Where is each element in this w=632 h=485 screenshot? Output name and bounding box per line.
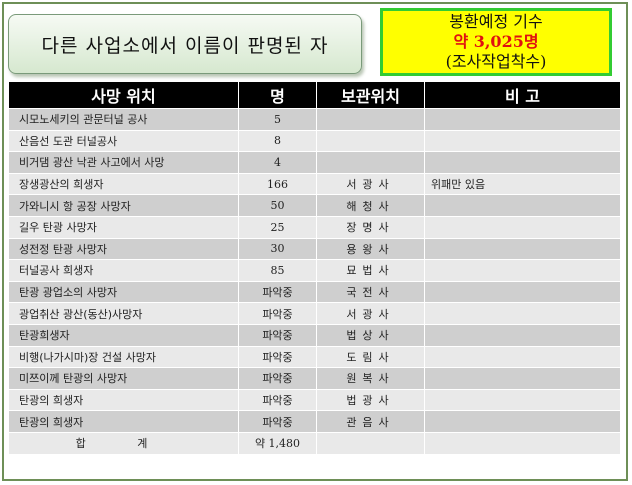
row-location bbox=[316, 129, 425, 153]
total-label: 합 계 bbox=[8, 431, 239, 455]
callout-line-1: 봉환예정 기수 bbox=[449, 12, 543, 31]
row-count: 50 bbox=[238, 194, 317, 217]
row-count: 파악중 bbox=[238, 302, 317, 325]
row-location: 장명사 bbox=[316, 215, 425, 239]
row-name: 비행(나가시마)장 건설 사망자 bbox=[8, 345, 239, 369]
row-name: 길우 탄광 사망자 bbox=[8, 215, 239, 239]
row-name: 탄광희생자 bbox=[8, 323, 239, 347]
row-name: 시모노세키의 관문터널 공사 bbox=[8, 108, 239, 131]
table-row: 터널공사 희생자 85 묘법사 bbox=[8, 259, 621, 282]
row-location bbox=[316, 108, 425, 131]
callout-line-3: (조사작업착수) bbox=[445, 52, 547, 71]
header-death-location: 사망 위치 bbox=[8, 81, 239, 109]
row-note bbox=[424, 280, 621, 304]
row-location: 법상사 bbox=[316, 323, 425, 347]
row-name: 탄광의 희생자 bbox=[8, 388, 239, 412]
repatriation-callout: 봉환예정 기수 약 3,025명 (조사작업착수) bbox=[380, 8, 612, 76]
table-header-row: 사망 위치 명 보관위치 비 고 bbox=[8, 81, 621, 109]
table-row: 가와니시 항 공장 사망자 50 해청사 bbox=[8, 194, 621, 217]
row-name: 탄광 광업소의 사망자 bbox=[8, 280, 239, 304]
row-location: 묘법사 bbox=[316, 259, 425, 282]
table-row: 탄광 광업소의 사망자 파악중 국전사 bbox=[8, 280, 621, 304]
header-storage-location: 보관위치 bbox=[316, 81, 425, 109]
row-location: 관음사 bbox=[316, 410, 425, 433]
row-name: 터널공사 희생자 bbox=[8, 259, 239, 282]
row-count: 8 bbox=[238, 129, 317, 153]
row-count: 25 bbox=[238, 215, 317, 239]
row-note bbox=[424, 302, 621, 325]
table-row: 탄광의 희생자 파악중 관음사 bbox=[8, 410, 621, 433]
row-name: 가와니시 항 공장 사망자 bbox=[8, 194, 239, 217]
row-name: 탄광의 희생자 bbox=[8, 410, 239, 433]
row-name: 미쯔이께 탄광의 사망자 bbox=[8, 367, 239, 390]
row-location: 해청사 bbox=[316, 194, 425, 217]
table-row: 비행(나가시마)장 건설 사망자 파악중 도림사 bbox=[8, 345, 621, 369]
row-name: 산음선 도관 터널공사 bbox=[8, 129, 239, 153]
row-location: 서광사 bbox=[316, 302, 425, 325]
header-count: 명 bbox=[238, 81, 317, 109]
table-row: 길우 탄광 사망자 25 장명사 bbox=[8, 215, 621, 239]
header-remarks: 비 고 bbox=[424, 81, 621, 109]
row-location: 국전사 bbox=[316, 280, 425, 304]
row-note: 위패만 있음 bbox=[424, 172, 621, 196]
row-count: 파악중 bbox=[238, 367, 317, 390]
row-note bbox=[424, 129, 621, 153]
row-note bbox=[424, 259, 621, 282]
row-name: 장생광산의 희생자 bbox=[8, 172, 239, 196]
row-location bbox=[316, 151, 425, 174]
table-row: 비거댐 광산 낙관 사고에서 사망 4 bbox=[8, 151, 621, 174]
row-count: 파악중 bbox=[238, 345, 317, 369]
total-count: 약 1,480 bbox=[238, 431, 317, 455]
row-name: 비거댐 광산 낙관 사고에서 사망 bbox=[8, 151, 239, 174]
row-note bbox=[424, 237, 621, 261]
row-count: 파악중 bbox=[238, 388, 317, 412]
table-row: 미쯔이께 탄광의 사망자 파악중 원복사 bbox=[8, 367, 621, 390]
row-location: 서광사 bbox=[316, 172, 425, 196]
total-row: 합 계 약 1,480 bbox=[8, 431, 621, 455]
slide-title: 다른 사업소에서 이름이 판명된 자 bbox=[8, 14, 362, 74]
row-note bbox=[424, 345, 621, 369]
row-location: 법광사 bbox=[316, 388, 425, 412]
row-note bbox=[424, 151, 621, 174]
row-name: 광업취산 광산(동산)사망자 bbox=[8, 302, 239, 325]
total-location bbox=[316, 431, 425, 455]
table-row: 광업취산 광산(동산)사망자 파악중 서광사 bbox=[8, 302, 621, 325]
row-note bbox=[424, 194, 621, 217]
row-name: 성전정 탄광 사망자 bbox=[8, 237, 239, 261]
row-count: 166 bbox=[238, 172, 317, 196]
table-row: 장생광산의 희생자 166 서광사 위패만 있음 bbox=[8, 172, 621, 196]
row-count: 파악중 bbox=[238, 280, 317, 304]
callout-line-2: 약 3,025명 bbox=[453, 32, 539, 51]
row-count: 30 bbox=[238, 237, 317, 261]
table-row: 탄광의 희생자 파악중 법광사 bbox=[8, 388, 621, 412]
row-note bbox=[424, 388, 621, 412]
row-location: 원복사 bbox=[316, 367, 425, 390]
row-count: 85 bbox=[238, 259, 317, 282]
row-count: 파악중 bbox=[238, 323, 317, 347]
row-count: 파악중 bbox=[238, 410, 317, 433]
row-note bbox=[424, 410, 621, 433]
row-location: 도림사 bbox=[316, 345, 425, 369]
table-row: 탄광희생자 파악중 법상사 bbox=[8, 323, 621, 347]
table-row: 시모노세키의 관문터널 공사 5 bbox=[8, 108, 621, 131]
row-count: 5 bbox=[238, 108, 317, 131]
total-note bbox=[424, 431, 621, 455]
row-note bbox=[424, 108, 621, 131]
row-note bbox=[424, 215, 621, 239]
table-row: 성전정 탄광 사망자 30 용왕사 bbox=[8, 237, 621, 261]
row-count: 4 bbox=[238, 151, 317, 174]
table-row: 산음선 도관 터널공사 8 bbox=[8, 129, 621, 153]
row-note bbox=[424, 367, 621, 390]
victims-table: 사망 위치 명 보관위치 비 고 시모노세키의 관문터널 공사 5 산음선 도관 … bbox=[8, 81, 621, 455]
slide-title-text: 다른 사업소에서 이름이 판명된 자 bbox=[41, 34, 329, 57]
row-location: 용왕사 bbox=[316, 237, 425, 261]
row-note bbox=[424, 323, 621, 347]
